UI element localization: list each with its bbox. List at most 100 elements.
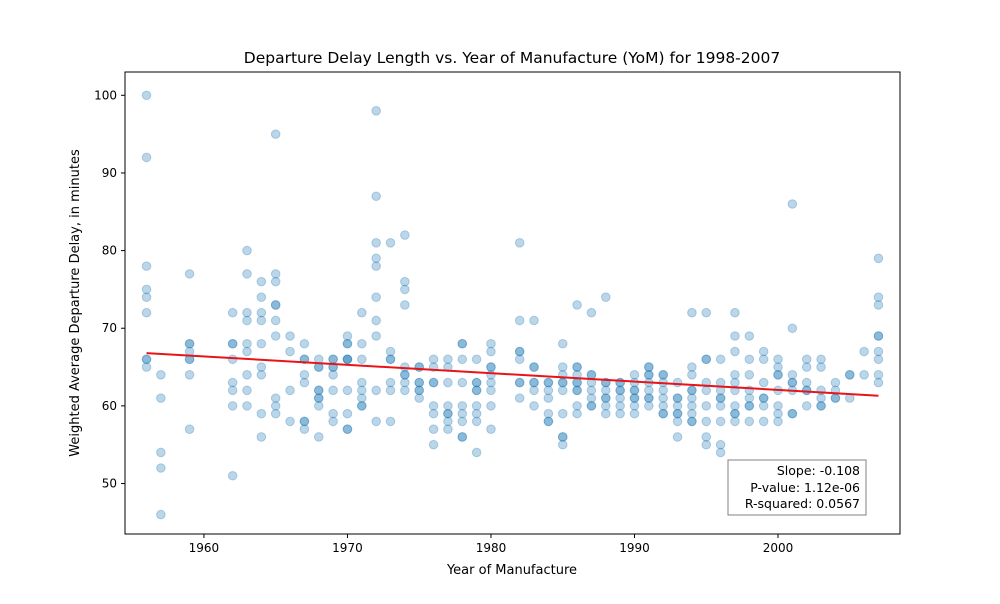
data-point xyxy=(844,370,855,380)
data-point xyxy=(687,307,697,318)
data-point xyxy=(371,292,381,302)
data-point xyxy=(658,408,668,419)
data-point xyxy=(141,90,152,101)
data-point xyxy=(371,191,381,202)
x-tick-label: 1980 xyxy=(476,541,507,555)
y-axis-label: Weighted Average Departure Delay, in min… xyxy=(68,149,83,457)
data-point xyxy=(400,377,410,388)
data-point xyxy=(744,331,755,341)
data-point xyxy=(529,362,539,372)
data-point xyxy=(256,276,267,287)
data-point xyxy=(514,346,525,357)
data-point xyxy=(744,401,755,411)
data-point xyxy=(758,393,769,403)
data-point xyxy=(801,377,812,388)
data-point xyxy=(256,338,267,349)
data-point xyxy=(730,346,740,357)
data-point xyxy=(615,408,625,419)
data-point xyxy=(428,439,439,450)
data-point xyxy=(715,416,726,427)
data-point xyxy=(227,385,238,396)
data-point xyxy=(400,385,410,396)
data-point xyxy=(816,401,826,411)
data-point xyxy=(873,354,884,365)
data-point xyxy=(672,377,683,388)
data-point xyxy=(873,377,884,388)
data-point xyxy=(715,354,726,365)
r-squared-text: R-squared: 0.0567 xyxy=(745,496,860,511)
data-point xyxy=(342,354,353,365)
data-point xyxy=(371,315,381,326)
data-point xyxy=(600,292,611,302)
data-point xyxy=(687,362,697,372)
data-point xyxy=(715,393,726,403)
data-point xyxy=(184,370,195,380)
data-point xyxy=(141,354,152,365)
data-point xyxy=(687,370,697,380)
data-point xyxy=(486,401,496,411)
data-point xyxy=(227,307,238,318)
data-point xyxy=(873,346,884,357)
data-point xyxy=(586,401,597,411)
data-point xyxy=(543,416,554,427)
data-point xyxy=(357,393,367,403)
data-point xyxy=(730,370,740,380)
data-point xyxy=(572,401,582,411)
data-point xyxy=(644,401,654,411)
data-point xyxy=(486,362,496,372)
data-point xyxy=(514,346,525,357)
data-point xyxy=(758,416,769,427)
data-point xyxy=(242,315,252,326)
data-point xyxy=(357,385,367,396)
data-point xyxy=(514,393,525,403)
data-point xyxy=(270,129,281,139)
data-point xyxy=(687,408,697,419)
data-point xyxy=(758,393,769,403)
data-point xyxy=(658,401,668,411)
data-point xyxy=(701,354,712,365)
data-point xyxy=(514,315,525,326)
data-point xyxy=(313,385,324,396)
data-point xyxy=(457,401,468,411)
data-point xyxy=(141,261,152,271)
data-point xyxy=(342,354,353,365)
data-point xyxy=(256,307,267,318)
data-point xyxy=(543,416,554,427)
x-axis-ticks: 1960 1970 1980 1990 2000 xyxy=(189,534,793,555)
data-point xyxy=(457,377,468,388)
data-point xyxy=(443,408,453,419)
data-point xyxy=(658,370,668,380)
data-point xyxy=(184,338,195,349)
data-point xyxy=(687,416,697,427)
data-point xyxy=(715,393,726,403)
data-point xyxy=(342,338,353,349)
data-point xyxy=(357,401,367,411)
data-point xyxy=(471,354,482,365)
plot-frame xyxy=(124,71,901,535)
data-point xyxy=(701,432,712,442)
data-point xyxy=(557,385,568,396)
data-point xyxy=(486,424,496,434)
data-point xyxy=(644,362,654,372)
data-point xyxy=(141,307,152,318)
data-point xyxy=(773,416,783,427)
data-point xyxy=(371,331,381,341)
data-point xyxy=(400,284,410,295)
stats-box: Slope: -0.108 P-value: 1.12e-06 R-square… xyxy=(727,459,867,516)
data-point xyxy=(371,261,381,271)
data-point xyxy=(227,338,238,349)
data-point xyxy=(629,385,640,396)
data-point xyxy=(816,401,826,411)
data-point xyxy=(514,238,525,248)
data-point xyxy=(572,300,582,310)
data-point xyxy=(299,377,310,388)
data-point xyxy=(687,393,697,403)
data-point xyxy=(385,377,396,388)
data-point xyxy=(256,370,267,380)
data-point xyxy=(672,408,683,419)
data-point xyxy=(586,307,597,318)
data-point xyxy=(414,377,425,388)
data-point xyxy=(270,401,281,411)
data-point xyxy=(701,307,712,318)
data-point xyxy=(428,408,439,419)
